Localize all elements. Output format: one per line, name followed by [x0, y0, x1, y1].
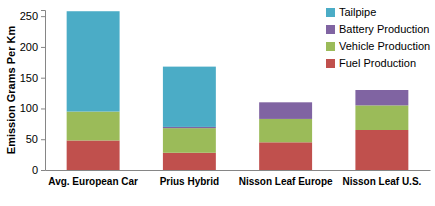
- legend: Tailpipe Battery Production Vehicle Produc…: [326, 6, 430, 69]
- y-tick: 0: [32, 164, 45, 176]
- x-tick-label: Nisson Leaf Europe: [239, 176, 333, 187]
- bar-segment: [67, 11, 120, 111]
- bar-segment: [67, 112, 120, 141]
- y-tick: 100: [20, 102, 45, 114]
- y-tick-mark: [41, 139, 45, 140]
- x-tick: Nisson Leaf U.S.: [342, 176, 421, 187]
- legend-swatch: [326, 42, 335, 51]
- y-tick: 200: [20, 41, 45, 53]
- x-tick-label: Nisson Leaf U.S.: [342, 176, 421, 187]
- y-axis-title: Emission Grams Per Km: [5, 26, 17, 155]
- bar-segment: [259, 102, 312, 119]
- y-tick-label: 200: [20, 41, 38, 53]
- legend-label: Tailpipe: [339, 6, 376, 18]
- y-tick-mark: [41, 47, 45, 48]
- bar-segment: [163, 153, 216, 170]
- legend-label: Fuel Production: [339, 57, 416, 69]
- x-tick-label: Prius Hybrid: [160, 176, 219, 187]
- x-axis: Avg. European Car Prius Hybrid Nisson Leaf…: [46, 171, 431, 188]
- y-tick-mark: [41, 170, 45, 171]
- y-tick: 50: [26, 133, 45, 145]
- legend-swatch: [326, 25, 335, 34]
- y-tick-label: 150: [20, 72, 38, 84]
- x-tick: Avg. European Car: [48, 176, 138, 187]
- bar-segment: [163, 127, 216, 128]
- y-tick-mark: [41, 16, 45, 17]
- plot: 0 50 100 150 200 250 Avg. European Car Prius Hy…: [20, 10, 431, 187]
- bar-segment: [259, 102, 312, 103]
- y-tick-label: 100: [20, 102, 38, 114]
- y-tick: 150: [20, 72, 45, 84]
- bar-segment: [259, 142, 312, 170]
- bar-segment: [163, 128, 216, 153]
- x-axis-line: [46, 170, 431, 171]
- x-tick: Prius Hybrid: [160, 176, 219, 187]
- bar-segment: [67, 140, 120, 170]
- bar-segment: [259, 119, 312, 142]
- legend-label: Battery Production: [339, 23, 430, 35]
- legend-entry: Vehicle Production: [326, 40, 430, 52]
- y-axis: 0 50 100 150 200 250: [20, 10, 46, 176]
- y-tick-mark: [41, 78, 45, 79]
- y-tick-label: 0: [32, 164, 38, 176]
- legend-swatch: [326, 59, 335, 68]
- legend-swatch: [326, 8, 335, 17]
- legend-entry: Tailpipe: [326, 6, 376, 18]
- legend-entry: Battery Production: [326, 23, 430, 35]
- bars: [67, 11, 409, 170]
- x-tick-label: Avg. European Car: [48, 176, 138, 187]
- x-tick: Nisson Leaf Europe: [239, 176, 333, 187]
- bar-segment: [355, 130, 408, 170]
- y-axis-line: [41, 11, 46, 171]
- chart: 0 50 100 150 200 250 Avg. European Car Prius Hy…: [0, 0, 435, 206]
- bar-segment: [355, 105, 408, 130]
- y-tick-label: 250: [20, 10, 38, 22]
- bar-segment: [355, 90, 408, 91]
- y-tick-mark: [41, 108, 45, 109]
- bar-segment: [355, 90, 408, 105]
- y-tick: 250: [20, 10, 45, 22]
- bar-segment: [163, 67, 216, 127]
- y-tick-label: 50: [26, 133, 38, 145]
- legend-entry: Fuel Production: [326, 57, 416, 69]
- legend-label: Vehicle Production: [339, 40, 430, 52]
